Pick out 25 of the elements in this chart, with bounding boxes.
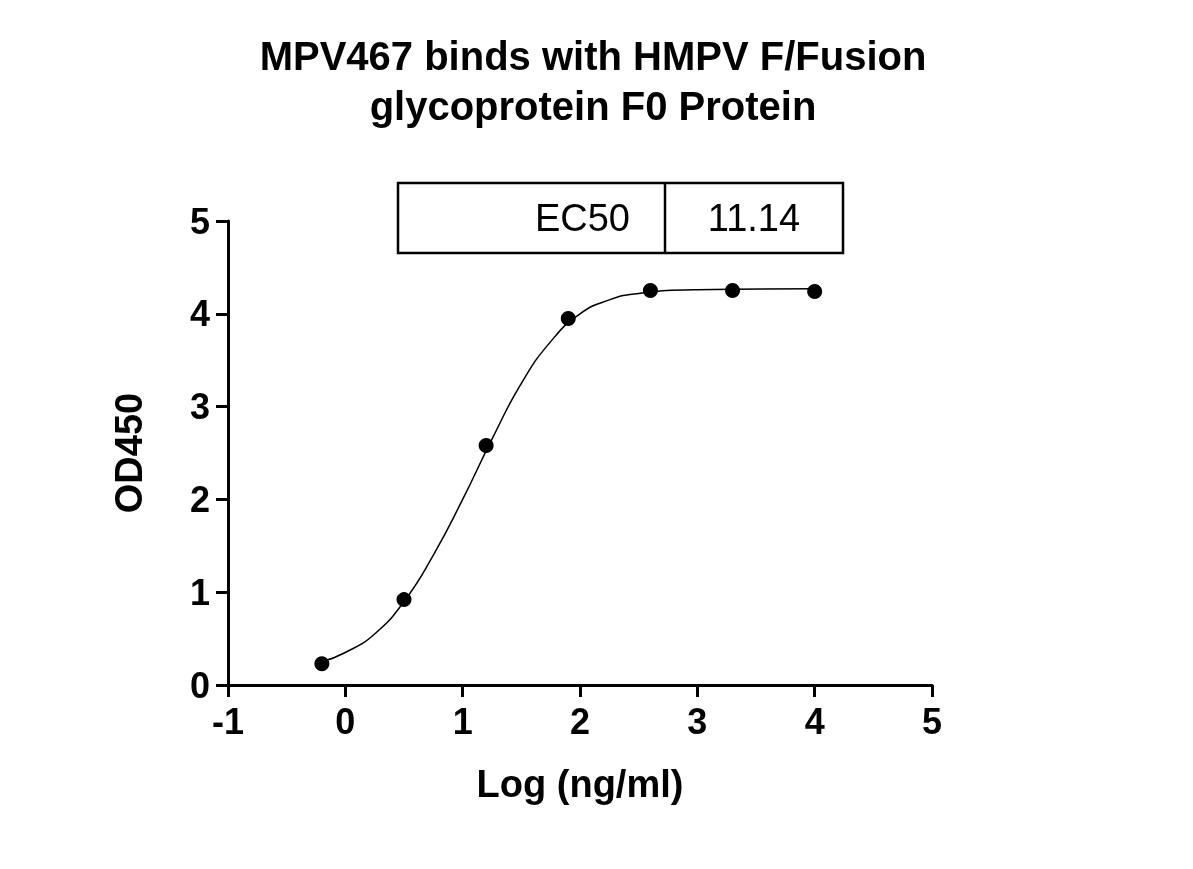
point <box>560 310 576 326</box>
y-tick-label: 0 <box>189 664 210 706</box>
point <box>314 656 330 672</box>
y-tick-label: 5 <box>189 200 210 242</box>
x-tick-label: 4 <box>804 700 825 742</box>
x-tick-label: 0 <box>335 700 356 742</box>
point <box>478 438 494 454</box>
x-tick-label: 1 <box>452 700 473 742</box>
y-tick-label: 2 <box>189 478 210 520</box>
x-tick-label: 5 <box>921 700 943 742</box>
annotation: 11.14 <box>707 197 801 239</box>
x-tick-label: 2 <box>569 700 591 742</box>
x-tick-label: 3 <box>687 700 708 742</box>
annotation: EC50 <box>534 197 630 239</box>
y-tick-label: 4 <box>189 293 210 335</box>
x-axis-title: Log (ng/ml) <box>476 763 684 805</box>
y-tick-label: 1 <box>189 571 210 613</box>
y-tick-label: 3 <box>189 386 210 428</box>
chart-title: MPV467 binds with HMPV F/Fusion glycoprotein F0 Protein <box>259 34 927 128</box>
point <box>396 592 412 608</box>
point <box>642 283 658 299</box>
point <box>725 283 741 299</box>
x-tick-label: -1 <box>211 700 245 742</box>
y-axis-title: OD450 <box>108 392 150 514</box>
point <box>807 284 823 300</box>
